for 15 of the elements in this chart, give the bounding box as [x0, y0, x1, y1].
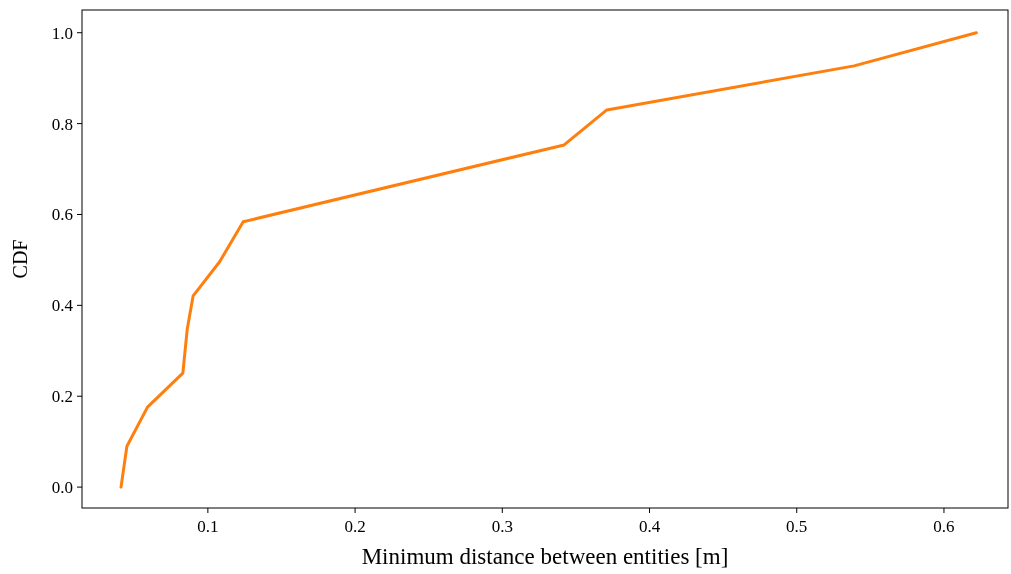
x-tick-label: 0.3: [491, 517, 513, 536]
x-axis-title: Minimum distance between entities [m]: [361, 544, 729, 569]
y-tick-label: 0.6: [51, 205, 73, 225]
x-tick-label: 0.6: [933, 517, 955, 536]
y-tick-label: 0.4: [51, 296, 74, 316]
x-tick-label: 0.2: [344, 517, 366, 536]
y-tick-label: 0.0: [51, 478, 73, 498]
line-series: [119, 31, 978, 489]
y-tick-label: 1.0: [51, 23, 73, 43]
y-tick-label: 0.8: [51, 114, 73, 134]
y-axis-title: CDF: [9, 239, 31, 279]
x-tick-label: 0.1: [197, 517, 219, 536]
x-tick-label: 0.4: [638, 517, 661, 536]
y-tick-label: 0.2: [51, 387, 73, 407]
x-tick-label: 0.5: [786, 517, 808, 536]
